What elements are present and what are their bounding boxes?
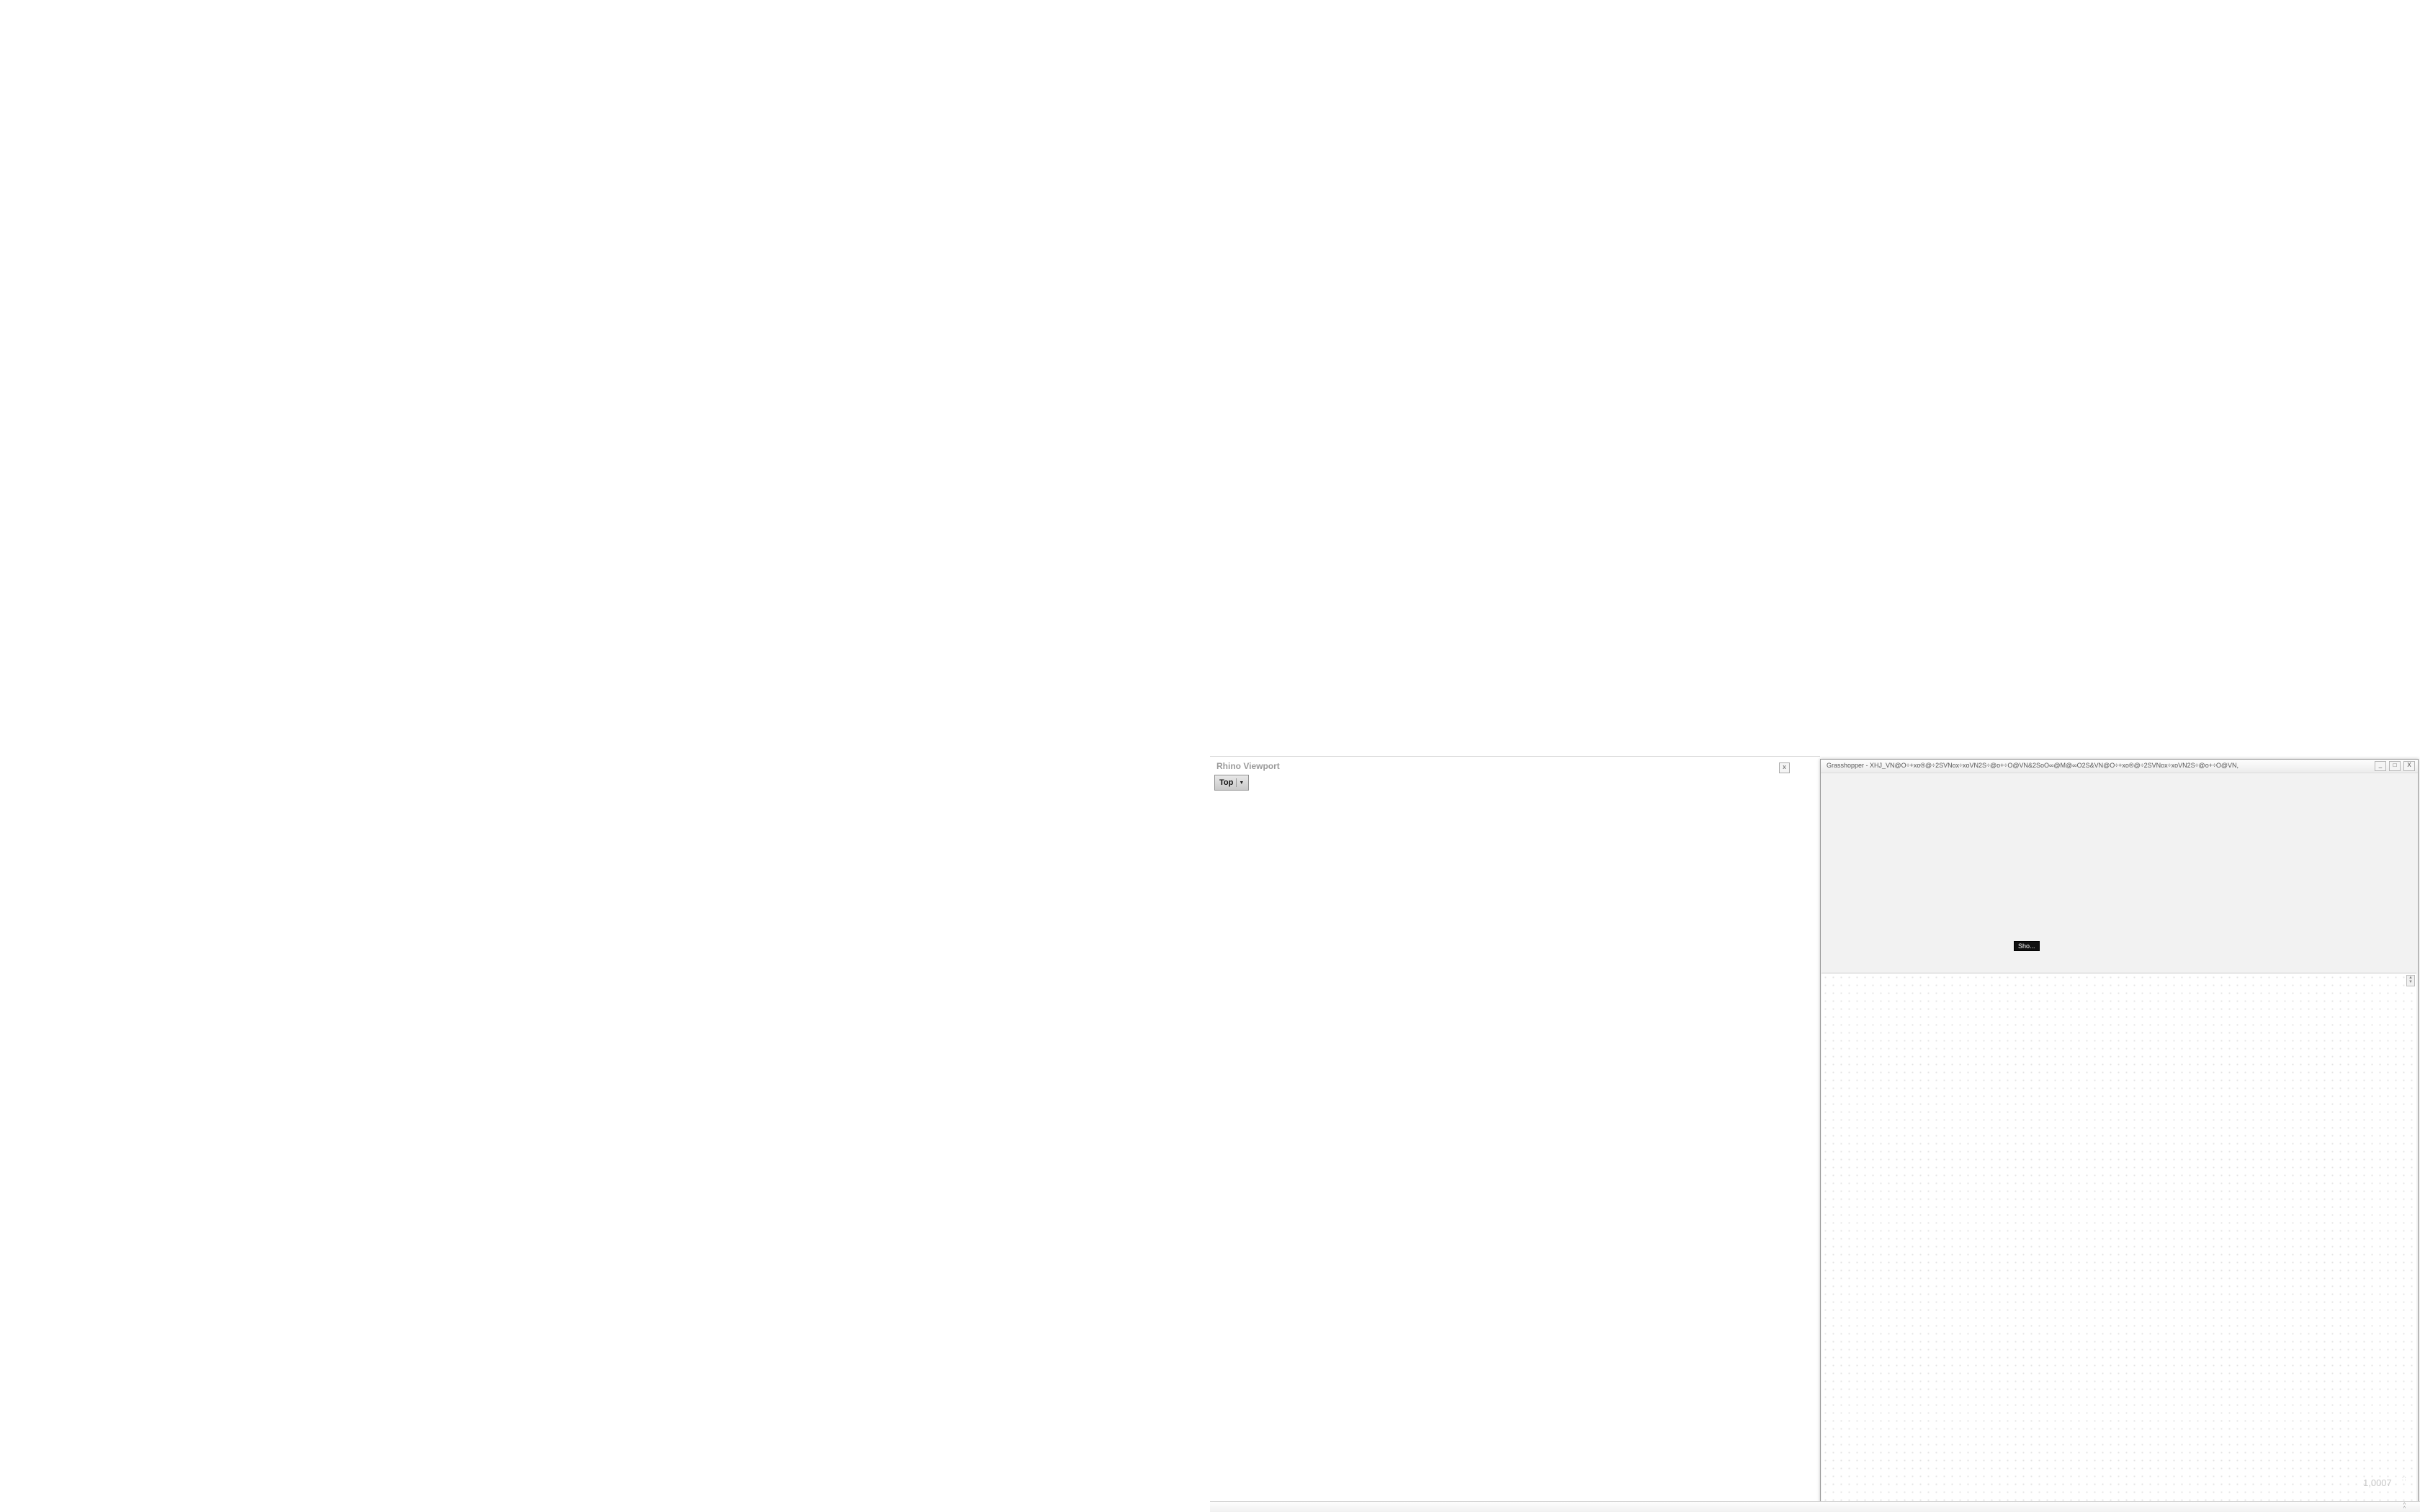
canvas-zoom-label: 1,0007 bbox=[2363, 1477, 2392, 1488]
canvas-toolbar bbox=[1821, 953, 2420, 973]
collapse-chevrons-icon[interactable]: ^ ^ bbox=[2403, 1503, 2406, 1511]
menubar bbox=[1821, 773, 2420, 787]
viewport-title: Rhino Viewport bbox=[1216, 761, 1280, 771]
tabstrip bbox=[1821, 788, 2420, 807]
window-title: Grasshopper - XHJ_VN@O÷+xo®@÷2SVNox÷xoVN… bbox=[1827, 762, 2239, 769]
rhino-viewport[interactable]: Rhino Viewport Top ▼ x bbox=[1210, 756, 1820, 1502]
quadrant-bottom-right: Rhino Viewport Top ▼ x Grasshopper - XHJ… bbox=[1210, 756, 2420, 1512]
apollonian-gasket-fractal bbox=[1210, 757, 1820, 1502]
component-palette bbox=[1824, 809, 2416, 950]
window-minimize-button[interactable]: _ bbox=[2375, 761, 2386, 771]
wires-layer bbox=[1821, 973, 2416, 1502]
window-close-button[interactable]: X bbox=[2403, 761, 2415, 771]
viewport-projection-button[interactable]: Top ▼ bbox=[1214, 775, 1249, 791]
grasshopper-canvas[interactable]: 1,0007 ∷ ▲ ▼ bbox=[1821, 973, 2416, 1502]
chevron-down-icon: ▼ bbox=[1239, 780, 1245, 786]
quadrant-top-left bbox=[0, 0, 1210, 756]
status-bar: ^ ^ bbox=[1210, 1501, 2420, 1512]
grasshopper-window: Grasshopper - XHJ_VN@O÷+xo®@÷2SVNox÷xoVN… bbox=[1820, 759, 2419, 1511]
grasshopper-titlebar[interactable]: Grasshopper - XHJ_VN@O÷+xo®@÷2SVNox÷xoVN… bbox=[1821, 760, 2418, 773]
quadrant-bottom-left bbox=[0, 756, 1210, 1512]
canvas-scrollbar-arrow[interactable]: ▲ ▼ bbox=[2406, 975, 2415, 986]
rhino-grasshopper-window: Rhino Viewport Top ▼ x Grasshopper - XHJ… bbox=[1210, 756, 2420, 1512]
quadrant-top-right bbox=[1210, 0, 2420, 756]
tooltip: Sho... bbox=[2014, 941, 2040, 951]
canvas-grip-icon[interactable]: ∷ bbox=[2402, 1475, 2407, 1482]
viewport-close-icon[interactable]: x bbox=[1779, 762, 1790, 773]
window-maximize-button[interactable]: □ bbox=[2389, 761, 2401, 771]
